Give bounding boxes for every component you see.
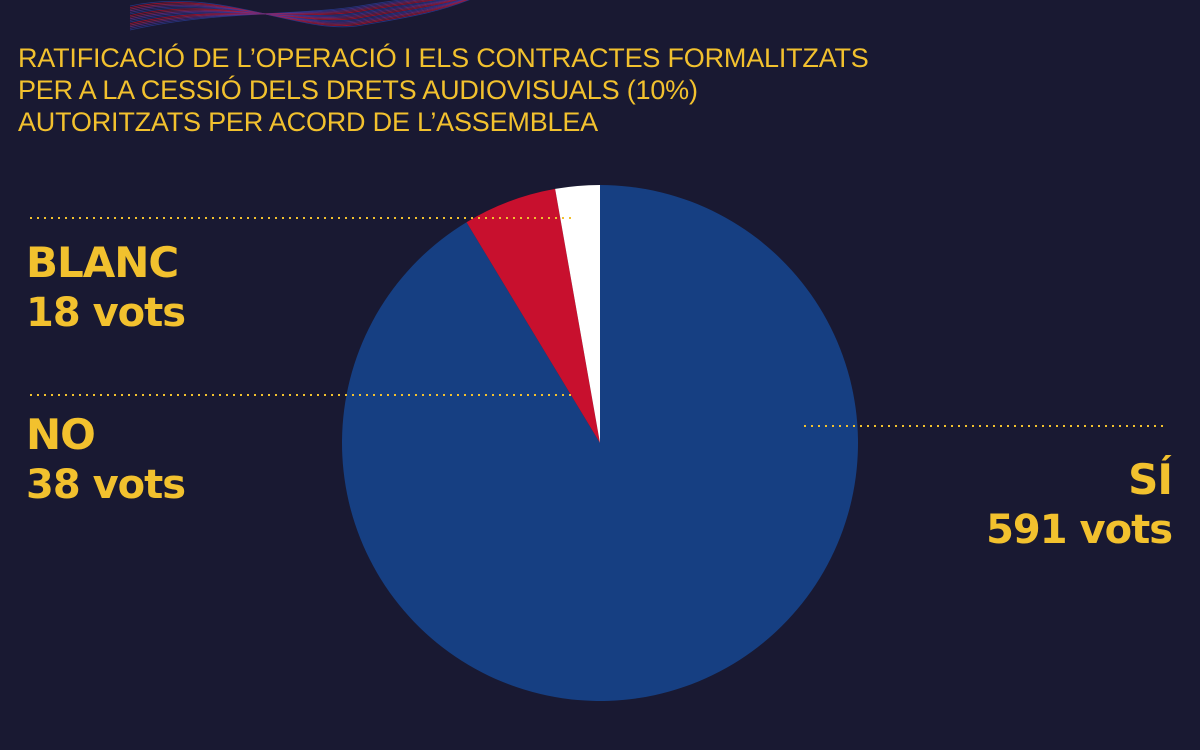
wave-line [129, 0, 456, 19]
label-si: SÍ 591 vots [986, 455, 1173, 555]
label-blanc: BLANC 18 vots [26, 238, 186, 338]
wave-line [129, 0, 443, 23]
wave-line [129, 0, 412, 29]
label-no: NO 38 vots [26, 410, 186, 510]
wave-line [129, 0, 469, 26]
pie-slice-no [466, 188, 600, 443]
pie-slice-blanc [555, 185, 600, 443]
wave-line [129, 0, 464, 23]
label-blanc-name: BLANC [26, 238, 179, 287]
label-no-name: NO [26, 410, 96, 459]
wave-line [129, 0, 453, 20]
pie-slice-si [342, 184, 859, 701]
decorative-wave-lines [129, 0, 470, 31]
title-line-2: PER A LA CESSIÓ DELS DRETS AUDIOVISUALS … [18, 75, 698, 105]
label-si-name: SÍ [1128, 455, 1173, 504]
wave-line [129, 0, 421, 28]
title-line-3: AUTORITZATS PER ACORD DE L’ASSEMBLEA [18, 107, 598, 137]
chart-title: RATIFICACIÓ DE L’OPERACIÓ I ELS CONTRACT… [18, 42, 869, 138]
wave-line [129, 0, 466, 24]
wave-line [129, 0, 467, 25]
wave-line [129, 0, 403, 31]
wave-line [129, 0, 430, 26]
label-no-votes: 38 vots [26, 462, 186, 508]
title-line-1: RATIFICACIÓ DE L’OPERACIÓ I ELS CONTRACT… [18, 43, 869, 73]
label-blanc-votes: 18 vots [26, 290, 186, 336]
wave-line [129, 0, 470, 28]
wave-line [129, 0, 448, 21]
label-si-votes: 591 vots [986, 507, 1173, 553]
wave-line [129, 0, 459, 21]
wave-line [129, 0, 437, 24]
wave-line [129, 0, 462, 22]
